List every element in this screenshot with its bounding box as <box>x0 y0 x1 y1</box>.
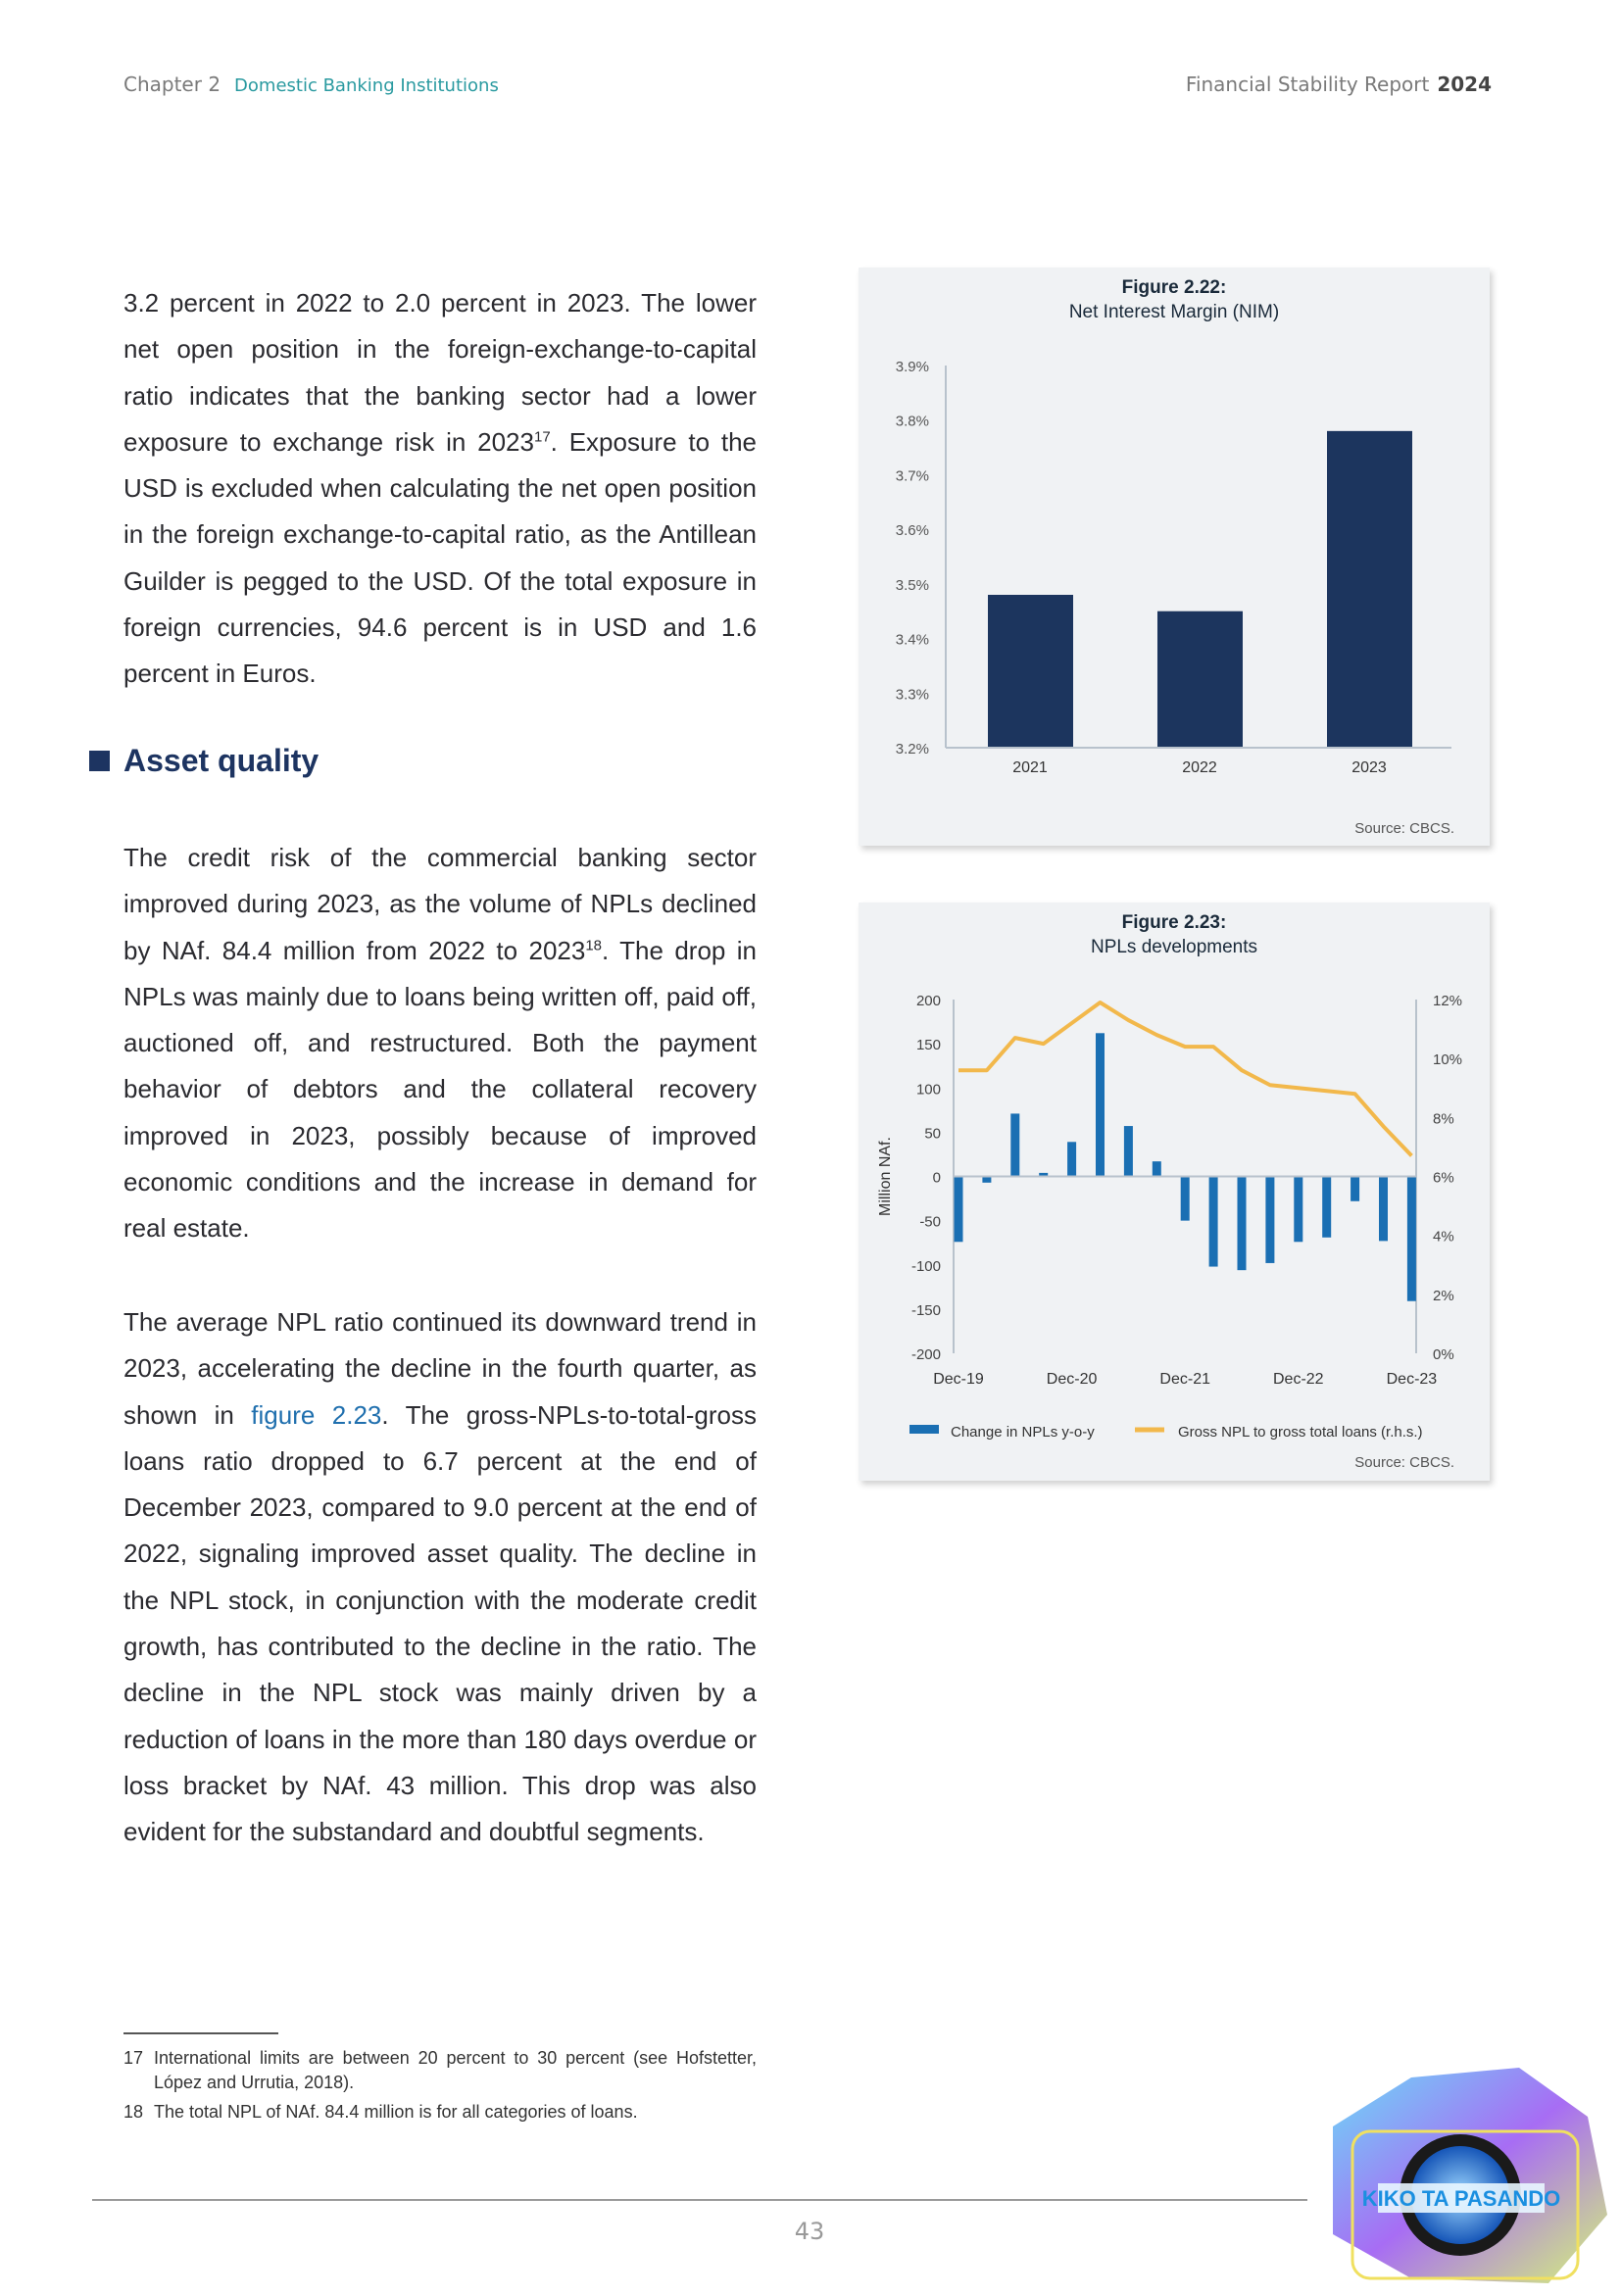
figure-label: Figure 2.23: <box>1122 912 1227 933</box>
bar-Jun-20 <box>1010 1113 1020 1177</box>
bar-2023 <box>1327 430 1412 748</box>
x-tick-label: Dec-23 <box>1387 1371 1438 1388</box>
text: The average NPL ratio continued its down… <box>123 1307 757 1430</box>
y-tick-label: 200 <box>916 993 941 1009</box>
bar-2021 <box>988 595 1073 748</box>
y-tick-label: 3.4% <box>896 632 929 649</box>
bar-Jun-23 <box>1351 1176 1360 1201</box>
x-tick-label: 2022 <box>1182 759 1217 776</box>
bar-Mar-20 <box>982 1176 992 1183</box>
bar-Sep-21 <box>1152 1161 1161 1177</box>
y-tick-label: -100 <box>911 1258 941 1275</box>
running-header-left: Chapter 2 Domestic Banking Institutions <box>123 73 499 96</box>
bar-Mar-22 <box>1208 1176 1218 1267</box>
y-axis-label: Million NAf. <box>877 1137 894 1216</box>
y2-tick-label: 4% <box>1433 1229 1454 1246</box>
x-tick-label: 2021 <box>1012 759 1048 776</box>
npl-ratio-line <box>958 1001 1413 1157</box>
bar-Dec-22 <box>1294 1176 1303 1243</box>
bar-Dec-20 <box>1067 1142 1077 1177</box>
y-tick-label: 3.5% <box>896 577 929 594</box>
y-tick-label: 3.2% <box>896 741 929 757</box>
text: . Exposure to the USD is excluded when c… <box>123 426 758 689</box>
x-tick-label: 2023 <box>1351 759 1387 776</box>
heading-text: Asset quality <box>123 743 319 778</box>
bar-Jun-21 <box>1123 1126 1133 1177</box>
chapter-label: Chapter 2 <box>123 73 221 96</box>
x-tick-label: Dec-22 <box>1273 1371 1324 1388</box>
section-heading: Asset quality <box>89 743 319 779</box>
y-tick-label: 3.3% <box>896 686 929 703</box>
text: . The gross-NPLs-to-total-gross loans ra… <box>123 1399 758 1847</box>
footnote-text: International limits are between 20 perc… <box>154 2048 757 2092</box>
y-tick-label: -200 <box>911 1346 941 1363</box>
running-header-right: Financial Stability Report 2024 <box>1186 73 1492 96</box>
footnote-ref-18[interactable]: 18 <box>585 936 603 953</box>
paragraph-2: The credit risk of the commercial bankin… <box>123 835 757 1252</box>
report-year: 2024 <box>1437 73 1492 96</box>
x-tick-label: Dec-19 <box>933 1371 984 1388</box>
report-title: Financial Stability Report <box>1185 73 1430 96</box>
kiko-ta-pasando-logo: KIKO TA PASANDO <box>1294 2058 1621 2296</box>
legend-label: Gross NPL to gross total loans (r.h.s.) <box>1178 1424 1423 1441</box>
y-tick-label: 3.6% <box>896 522 929 539</box>
footnote-ref-17[interactable]: 17 <box>533 428 551 446</box>
section-label: Domestic Banking Institutions <box>234 75 499 96</box>
bar-Dec-23 <box>1406 1176 1416 1301</box>
footer-divider <box>92 2199 1307 2201</box>
legend-label: Change in NPLs y-o-y <box>951 1424 1095 1441</box>
bar-Mar-21 <box>1096 1033 1105 1177</box>
page-number: 43 <box>794 2218 825 2245</box>
y2-tick-label: 10% <box>1433 1051 1462 1068</box>
x-tick-label: Dec-21 <box>1159 1371 1210 1388</box>
bar-Dec-21 <box>1180 1176 1190 1221</box>
figure-label: Figure 2.22: <box>1122 277 1227 298</box>
y2-tick-label: 2% <box>1433 1288 1454 1304</box>
x-tick-label: Dec-20 <box>1047 1371 1098 1388</box>
source-note: Source: CBCS. <box>1354 1454 1454 1471</box>
figure-link[interactable]: figure 2.23 <box>251 1399 382 1430</box>
bar-Jun-22 <box>1237 1176 1247 1271</box>
y-tick-label: 3.8% <box>896 414 929 430</box>
y2-tick-label: 0% <box>1433 1346 1454 1363</box>
source-note: Source: CBCS. <box>1354 820 1454 837</box>
bar-Sep-20 <box>1039 1172 1049 1177</box>
y-tick-label: 0 <box>933 1170 941 1187</box>
bar-2022 <box>1157 611 1243 748</box>
bar-Sep-22 <box>1265 1176 1275 1263</box>
y-tick-label: 50 <box>924 1125 941 1142</box>
y2-tick-label: 6% <box>1433 1170 1454 1187</box>
legend-bar-swatch <box>909 1425 939 1434</box>
square-bullet-icon <box>89 751 110 771</box>
y-tick-label: -50 <box>919 1214 941 1231</box>
y-tick-label: 3.9% <box>896 359 929 375</box>
y2-tick-label: 8% <box>1433 1110 1454 1127</box>
logo-text: KIKO TA PASANDO <box>1362 2186 1560 2211</box>
footnote-18: 18 The total NPL of NAf. 84.4 million is … <box>123 2100 757 2125</box>
bar-Dec-19 <box>954 1176 963 1243</box>
y-tick-label: 3.7% <box>896 467 929 484</box>
chart-title: NPLs developments <box>1091 937 1257 957</box>
footnote-number: 17 <box>123 2048 144 2068</box>
footnote-17: 17 International limits are between 20 pe… <box>123 2046 757 2095</box>
text: . The drop in NPLs was mainly due to loa… <box>123 935 757 1244</box>
chart-title: Net Interest Margin (NIM) <box>1069 302 1279 322</box>
footnote-text: The total NPL of NAf. 84.4 million is fo… <box>154 2102 638 2122</box>
footnote-divider <box>123 2032 278 2034</box>
text: The credit risk of the commercial bankin… <box>123 843 757 965</box>
bar-Sep-23 <box>1379 1176 1388 1242</box>
paragraph-1: 3.2 percent in 2022 to 2.0 percent in 20… <box>123 280 757 698</box>
figure-2-23-chart: Figure 2.23: NPLs developments 200 150 100 50… <box>859 903 1490 1481</box>
y-tick-label: 100 <box>916 1081 941 1098</box>
paragraph-3: The average NPL ratio continued its down… <box>123 1299 757 1856</box>
bar-Mar-23 <box>1322 1176 1332 1238</box>
y-tick-label: -150 <box>911 1302 941 1319</box>
y-tick-label: 150 <box>916 1037 941 1053</box>
y2-tick-label: 12% <box>1433 993 1462 1009</box>
footnote-number: 18 <box>123 2102 144 2122</box>
text: 3.2 percent in 2022 to 2.0 percent in 20… <box>123 288 757 457</box>
figure-2-22-chart: Figure 2.22: Net Interest Margin (NIM) 3.2… <box>859 268 1490 846</box>
